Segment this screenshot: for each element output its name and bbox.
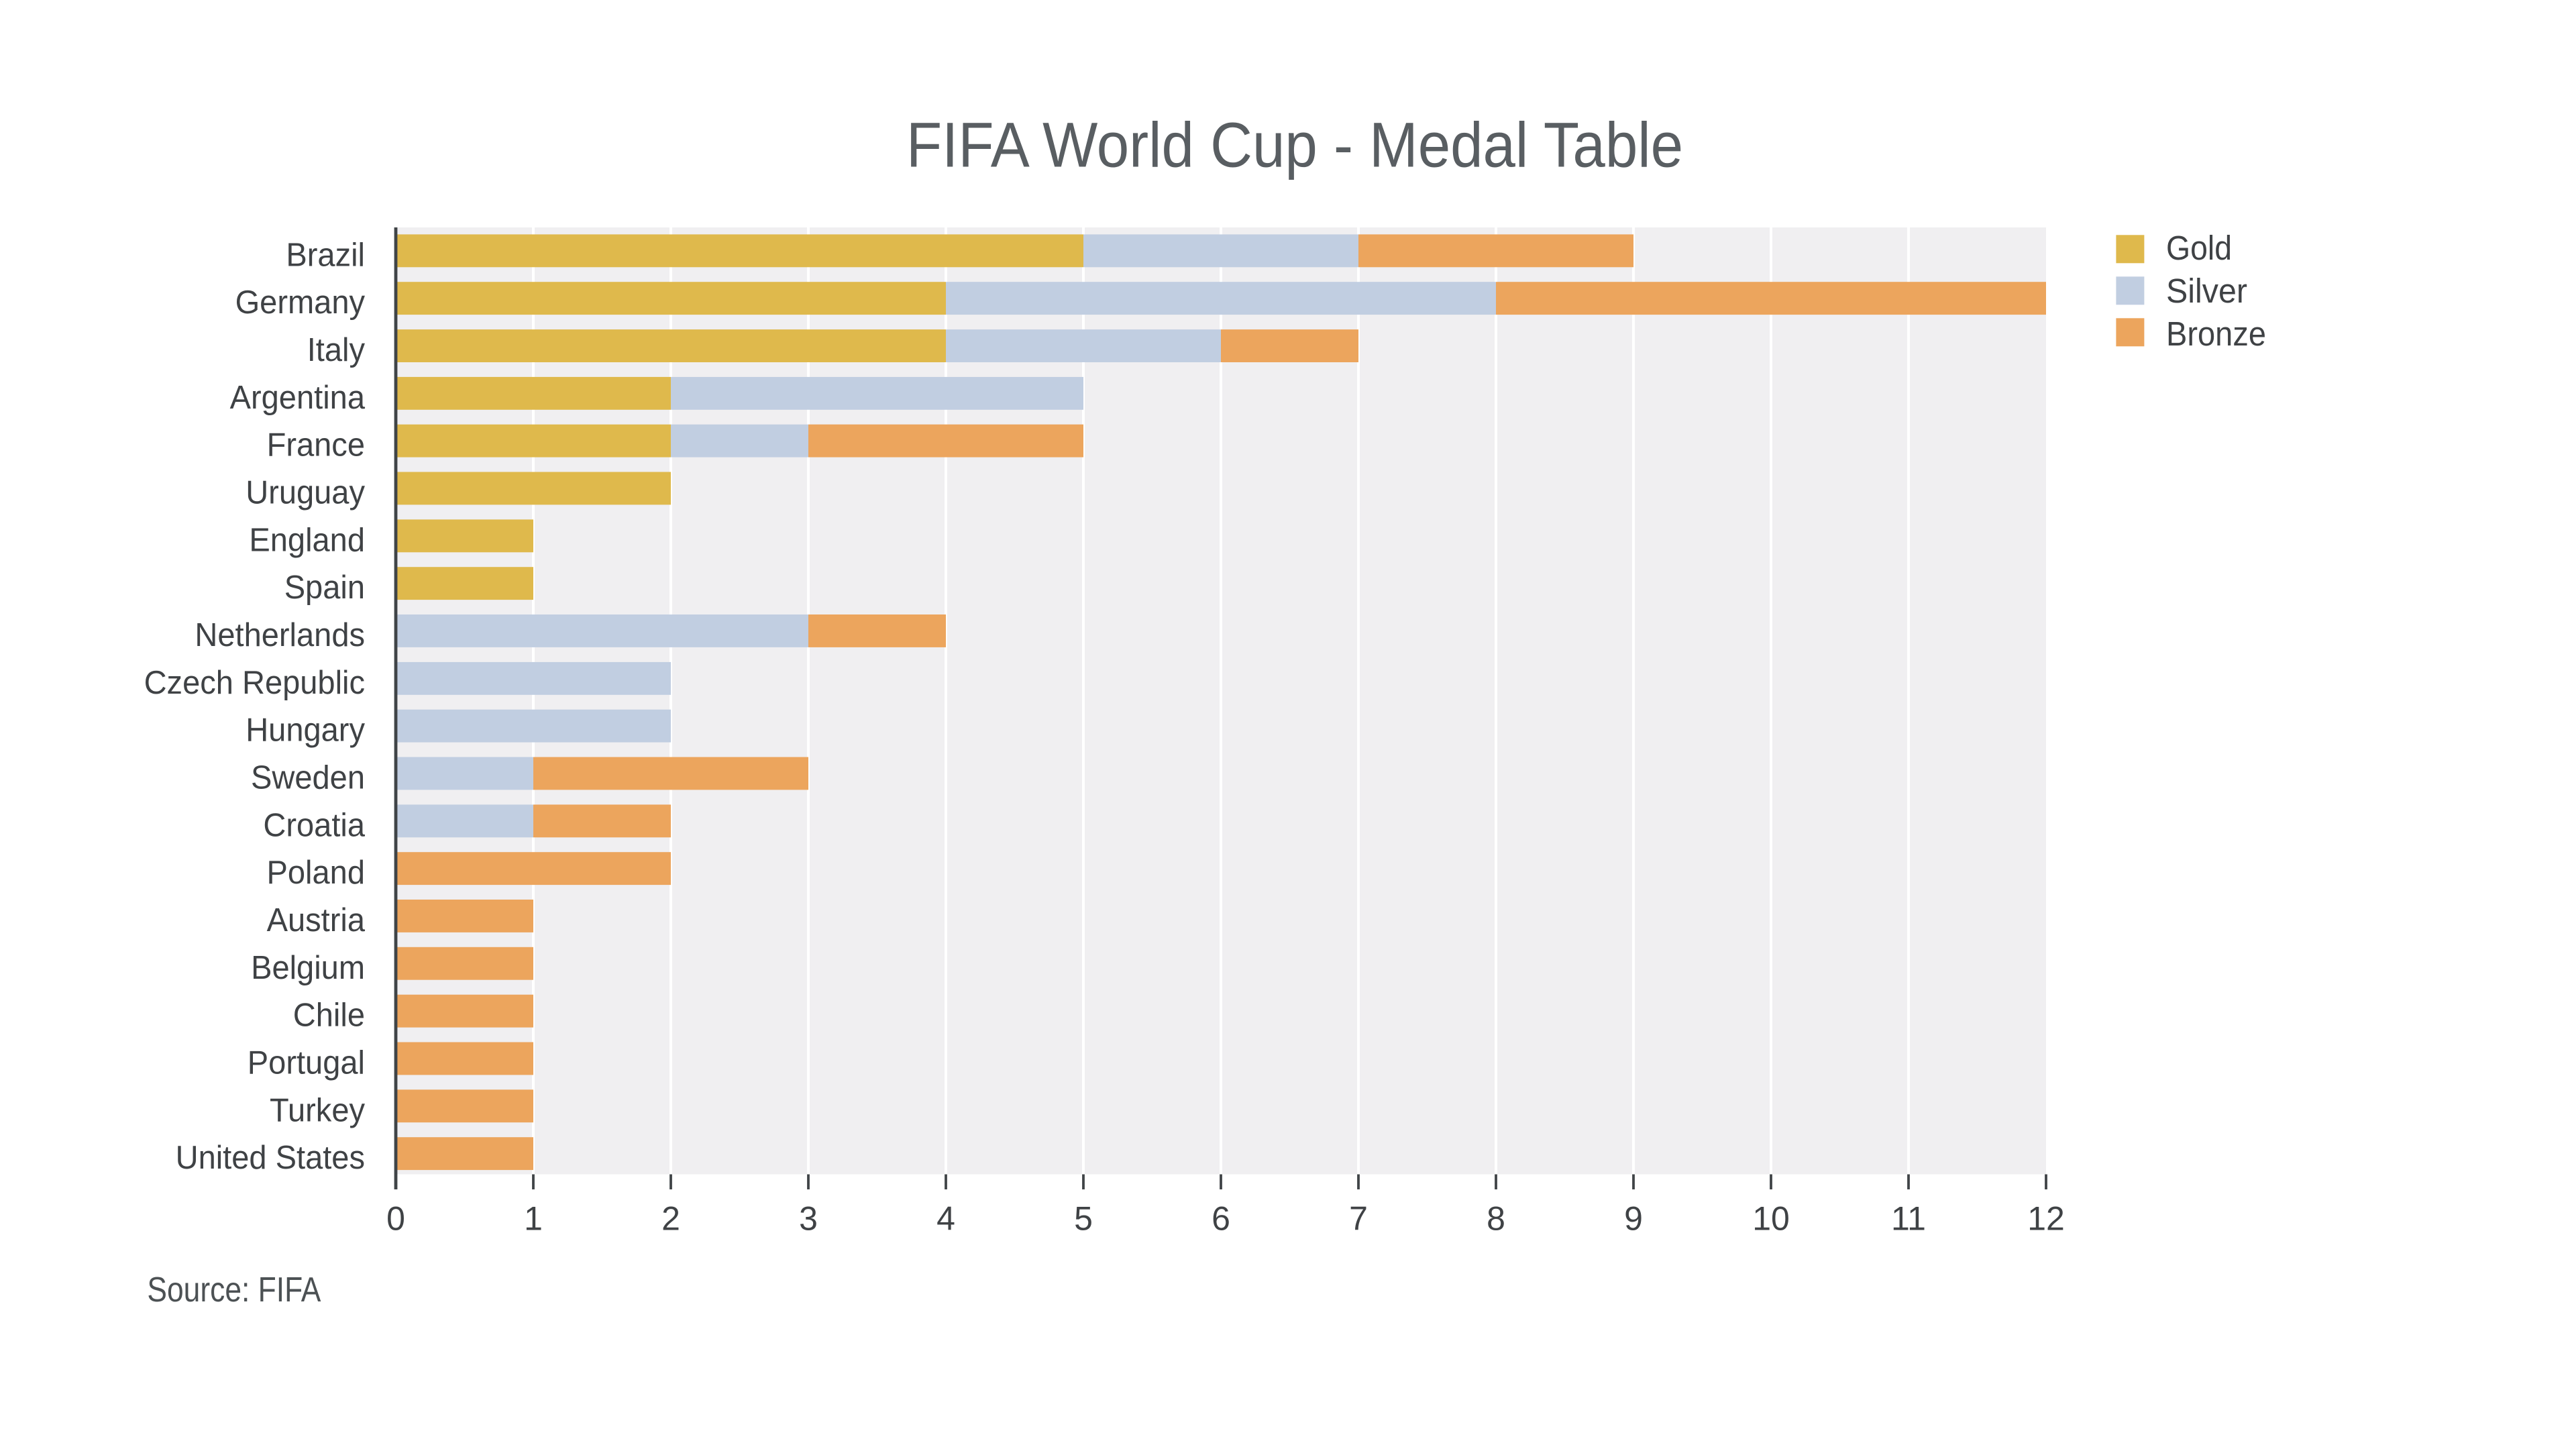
svg-text:France: France bbox=[267, 427, 365, 464]
svg-text:United States: United States bbox=[176, 1140, 365, 1176]
svg-text:Argentina: Argentina bbox=[230, 380, 366, 416]
svg-text:Poland: Poland bbox=[267, 855, 366, 891]
svg-text:Italy: Italy bbox=[307, 332, 366, 368]
svg-text:Sweden: Sweden bbox=[251, 760, 365, 796]
svg-text:10: 10 bbox=[1752, 1200, 1790, 1238]
svg-text:11: 11 bbox=[1891, 1200, 1926, 1238]
svg-text:7: 7 bbox=[1349, 1200, 1368, 1238]
svg-text:England: England bbox=[249, 522, 365, 558]
svg-text:FIFA World Cup - Medal Table: FIFA World Cup - Medal Table bbox=[906, 110, 1683, 181]
svg-text:Bronze: Bronze bbox=[2166, 315, 2266, 353]
svg-text:Gold: Gold bbox=[2166, 229, 2232, 267]
svg-text:Germany: Germany bbox=[235, 284, 366, 321]
svg-text:4: 4 bbox=[936, 1200, 955, 1238]
svg-text:Turkey: Turkey bbox=[270, 1092, 365, 1128]
svg-text:8: 8 bbox=[1487, 1200, 1505, 1238]
svg-text:Czech Republic: Czech Republic bbox=[144, 665, 365, 701]
svg-text:Austria: Austria bbox=[267, 902, 366, 938]
svg-text:12: 12 bbox=[2027, 1200, 2065, 1238]
svg-text:Netherlands: Netherlands bbox=[195, 617, 365, 653]
svg-text:Spain: Spain bbox=[284, 570, 365, 606]
svg-text:9: 9 bbox=[1624, 1200, 1643, 1238]
svg-text:Belgium: Belgium bbox=[251, 950, 365, 986]
svg-text:Portugal: Portugal bbox=[248, 1045, 365, 1081]
svg-text:2: 2 bbox=[661, 1200, 680, 1238]
svg-text:Hungary: Hungary bbox=[246, 712, 365, 749]
svg-text:Croatia: Croatia bbox=[263, 807, 365, 843]
svg-text:Chile: Chile bbox=[293, 998, 365, 1034]
svg-text:Uruguay: Uruguay bbox=[246, 475, 365, 511]
svg-text:Source: FIFA: Source: FIFA bbox=[147, 1271, 321, 1309]
svg-text:5: 5 bbox=[1074, 1200, 1093, 1238]
svg-text:1: 1 bbox=[524, 1200, 543, 1238]
svg-text:6: 6 bbox=[1212, 1200, 1230, 1238]
svg-text:Brazil: Brazil bbox=[286, 237, 365, 273]
svg-text:Silver: Silver bbox=[2166, 272, 2247, 310]
svg-text:3: 3 bbox=[799, 1200, 818, 1238]
svg-text:0: 0 bbox=[386, 1200, 405, 1238]
